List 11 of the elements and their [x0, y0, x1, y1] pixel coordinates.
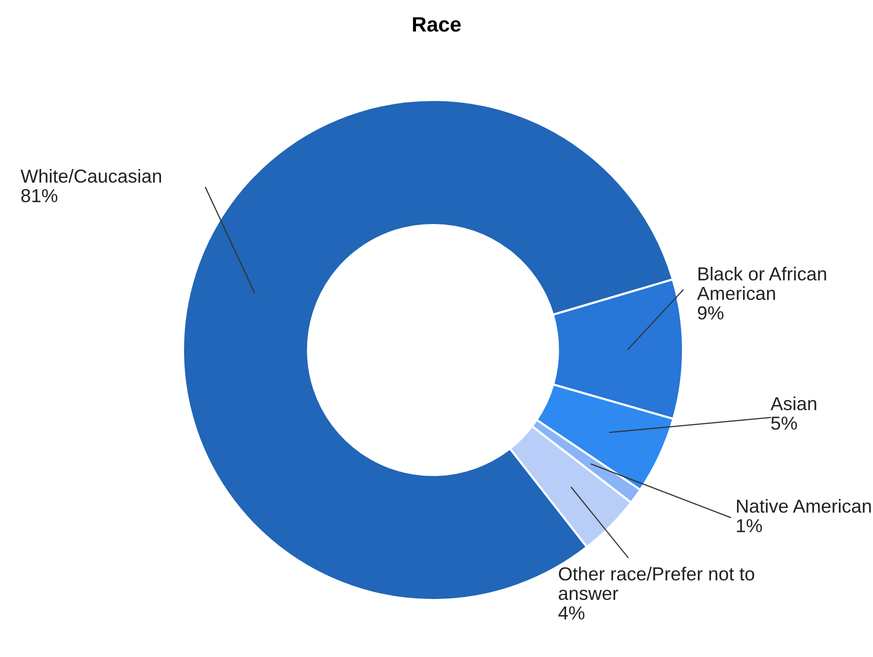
data-label: 81%: [21, 189, 58, 202]
slice-label: Other race/Prefer not to answer: [558, 566, 754, 600]
data-label: 1%: [736, 519, 762, 532]
slice-label: Black or African American: [697, 266, 826, 300]
data-label: 9%: [698, 306, 724, 320]
slice-label: Native American: [737, 499, 871, 513]
data-label: 5%: [771, 416, 797, 430]
data-label: 4%: [558, 606, 584, 620]
chart-title: Race: [412, 17, 461, 32]
slice-label: Asian: [770, 396, 816, 410]
slice-label: White/Caucasian: [20, 169, 162, 183]
